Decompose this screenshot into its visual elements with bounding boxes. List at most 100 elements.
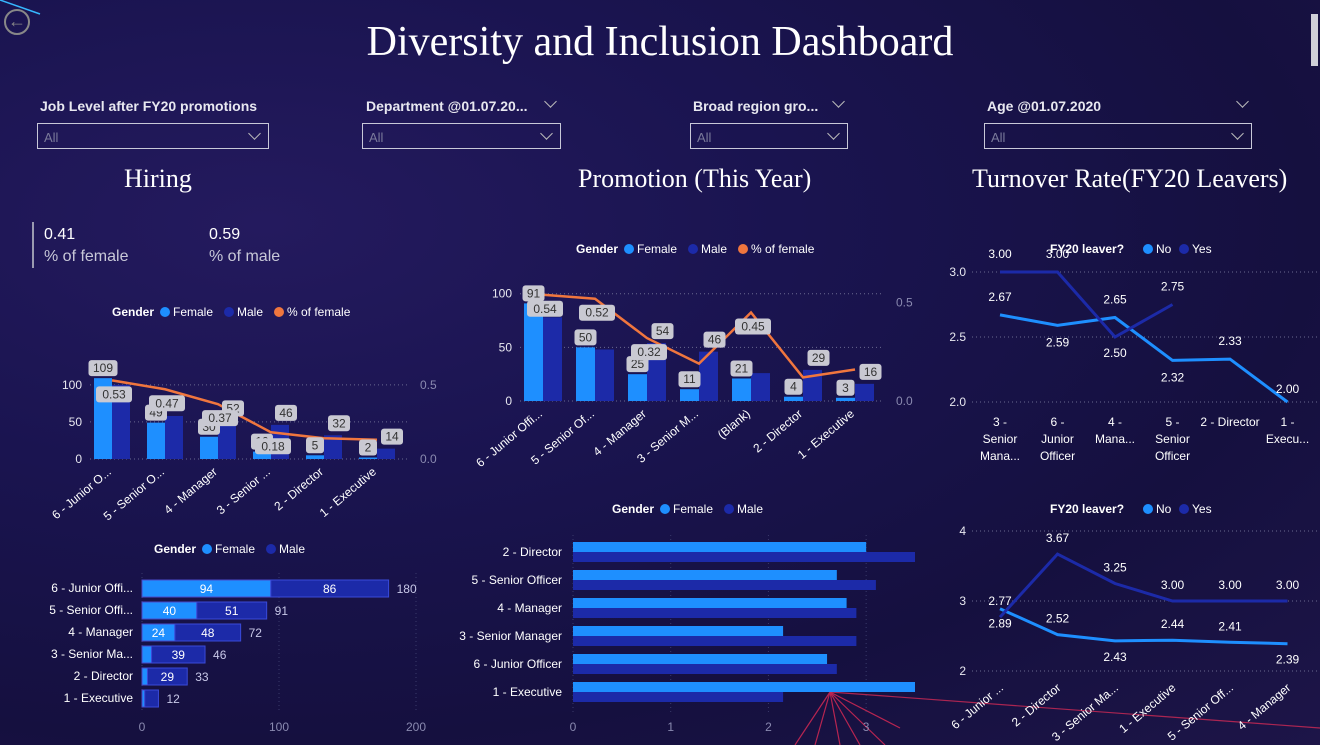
x-tick-label: 2 - Director — [750, 407, 804, 456]
line-label-bg — [255, 438, 291, 455]
bar-label-female: 40 — [163, 604, 177, 618]
promotion-hbar-legend-dot — [660, 504, 670, 514]
bar-label-male: 48 — [201, 626, 215, 640]
x-tick-label: Senior — [983, 432, 1018, 446]
scrollbar[interactable] — [1311, 14, 1318, 66]
turnover-line-1-legend-item: Yes — [1192, 242, 1212, 256]
bar-female — [573, 570, 837, 580]
x-tick: 1 — [667, 720, 674, 734]
hiring-combo-legend-dot — [274, 307, 284, 317]
bar-female — [573, 626, 784, 636]
bar-male — [324, 435, 342, 459]
data-label: 2.39 — [1276, 653, 1300, 667]
bar-female — [573, 598, 847, 608]
x-tick-label: Junior — [1041, 432, 1074, 446]
bar-male — [699, 351, 718, 401]
filter-job-level-dropdown[interactable]: All — [37, 123, 269, 149]
bar-male — [573, 636, 857, 646]
data-label: 2.50 — [1103, 346, 1127, 360]
y-tick: 50 — [69, 415, 83, 429]
bar-female — [836, 397, 855, 401]
kpi-male-value: 0.59 — [209, 226, 241, 243]
bar-label-male-bg — [275, 404, 297, 421]
promotion-hbar-chart: Gender Female Male 0 1 2 3 2 - Director 5 - Seni… — [459, 502, 915, 734]
bar-label-total: 46 — [213, 648, 227, 662]
line-label-bg — [631, 344, 667, 361]
bar-label-female-bg — [522, 285, 545, 302]
bar-male — [270, 579, 390, 598]
y-tick: 0 — [75, 452, 82, 466]
hiring-combo-chart: Gender Female Male% of female0501000.00.56… — [49, 305, 437, 523]
promotion-hbar-legend-dot — [724, 504, 734, 514]
line-yes — [998, 552, 1288, 619]
promotion-hbar-legend-item: Male — [737, 502, 763, 516]
y-tick: 3.0 — [949, 265, 966, 279]
x-tick-label: Officer — [1040, 449, 1075, 463]
bar-male — [165, 415, 183, 459]
bar-label-male: 46 — [708, 333, 722, 347]
data-label: 2.59 — [1046, 335, 1070, 349]
bar-female — [628, 374, 647, 401]
promotion-combo-legend-dot — [624, 244, 634, 254]
x-tick-label: 5 - — [1165, 415, 1179, 429]
bar-label-male: 32 — [332, 416, 346, 430]
y-tick: 100 — [62, 378, 82, 392]
x-tick-label: 1 - Executive — [1116, 680, 1178, 736]
data-label: 2.00 — [1276, 382, 1300, 396]
filter-age-label: Age @01.07.2020 — [987, 98, 1102, 114]
x-tick: 100 — [269, 720, 289, 734]
bar-label-female: 24 — [152, 626, 166, 640]
data-label: 2.52 — [1046, 612, 1070, 626]
y2-tick: 0.0 — [420, 452, 437, 466]
line-label-bg — [96, 386, 132, 403]
bar-female — [784, 396, 803, 401]
bar-female — [359, 457, 377, 459]
kpi-male-label: % of male — [209, 248, 281, 265]
turnover-line-chart-2: FY20 leaver? No Yes 2 3 4 2.89 2.52 2.43 2.44 2.41… — [948, 502, 1317, 744]
y-tick-label: 2 - Director — [503, 545, 562, 559]
x-tick-label: (Blank) — [715, 407, 753, 442]
y-tick-label: 6 - Junior Offi... — [51, 581, 133, 595]
filter-department-value: All — [369, 130, 384, 145]
bar-label-male-bg — [807, 349, 830, 366]
bar-label-female-bg — [678, 371, 701, 388]
bar-male — [595, 349, 614, 401]
y-tick: 3 — [959, 594, 966, 608]
bar-label-female-bg — [574, 329, 597, 346]
filter-department-dropdown[interactable]: All — [362, 123, 561, 149]
promotion-hbar-legend-item: Female — [673, 502, 713, 516]
x-tick: 3 — [863, 720, 870, 734]
hiring-stacked-chart: Gender Female Male 0 100 200 6 - Junior Offi..… — [49, 542, 426, 734]
turnover-line-2-legend-item: Yes — [1192, 502, 1212, 516]
chevron-down-icon — [248, 127, 261, 140]
hiring-combo-legend-dot — [160, 307, 170, 317]
bar-female — [306, 455, 324, 459]
data-label: 2.41 — [1218, 619, 1242, 633]
filter-age-dropdown[interactable]: All — [984, 123, 1252, 149]
hiring-stacked-legend-dot — [202, 544, 212, 554]
turnover-line-2-legend-dot — [1179, 504, 1189, 514]
x-tick-label: 1 - Executive — [795, 406, 857, 462]
line-yes — [1000, 270, 1174, 339]
bar-male — [855, 383, 874, 401]
x-tick-label: 4 - Manager — [1235, 681, 1294, 733]
bar-female — [524, 303, 543, 401]
kpi-female-label: % of female — [44, 248, 129, 265]
data-label: 2.75 — [1161, 280, 1185, 294]
bar-label-male: 39 — [172, 648, 186, 662]
section-title-hiring: Hiring — [124, 164, 192, 193]
y-tick-label: 6 - Junior Officer — [474, 657, 562, 671]
back-button[interactable]: ← — [4, 9, 30, 35]
filter-region-dropdown[interactable]: All — [690, 123, 848, 149]
line-label: 0.32 — [637, 345, 661, 359]
bar-male — [543, 317, 562, 401]
section-title-turnover: Turnover Rate(FY20 Leavers) — [972, 164, 1288, 193]
bar-female — [141, 645, 153, 664]
bar-label-female: 5 — [312, 438, 319, 452]
bar-male — [146, 667, 188, 686]
bar-male — [573, 664, 837, 674]
y-tick: 100 — [492, 287, 512, 301]
bar-female — [200, 436, 218, 459]
bar-female — [680, 389, 699, 401]
bar-label-male-bg — [328, 415, 350, 432]
